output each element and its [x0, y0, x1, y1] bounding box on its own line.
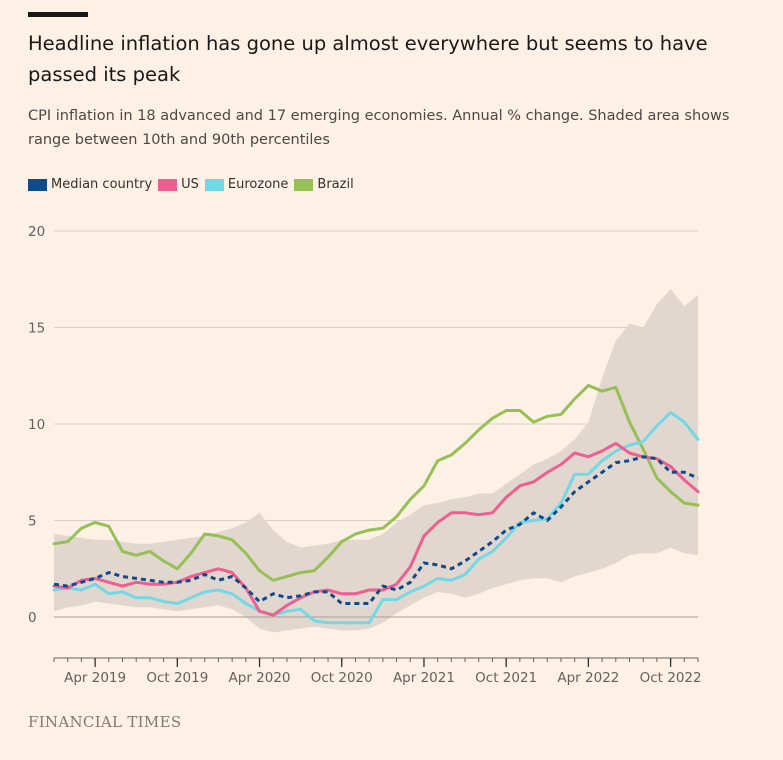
legend-label-us: US — [181, 177, 199, 192]
x-tick-label-2021-10: Oct 2021 — [475, 670, 537, 686]
legend-swatch-us — [158, 178, 178, 191]
y-tick-label-5: 5 — [28, 514, 37, 530]
percentile-band-area — [54, 288, 698, 633]
legend-item-us: US — [158, 177, 199, 192]
x-tick-label-2021-04: Apr 2021 — [393, 670, 455, 686]
y-tick-label-10: 10 — [28, 417, 45, 433]
y-tick-label-20: 20 — [28, 224, 45, 240]
x-tick-label-2022-04: Apr 2022 — [557, 670, 619, 686]
header-accent-bar — [28, 12, 88, 17]
legend-label-brazil: Brazil — [317, 177, 354, 192]
legend-label-median: Median country — [51, 177, 153, 192]
axis-layer: 0 5 10 15 20 Apr 2019 Oct 2019 Apr 2020 Oct 2020… — [28, 224, 702, 686]
series-line-eurozone — [52, 410, 700, 625]
x-tick-label-2020-04: Apr 2020 — [229, 670, 291, 686]
y-tick-label-0: 0 — [28, 610, 37, 626]
legend-item-eurozone: Eurozone — [204, 177, 289, 192]
legend-label-eurozone: Eurozone — [227, 177, 289, 192]
series-line-brazil — [52, 383, 700, 582]
series-layer — [52, 383, 700, 625]
series-line-us — [52, 441, 700, 617]
legend-swatch-eurozone — [204, 178, 224, 191]
x-tick-label-2019-04: Apr 2019 — [64, 670, 126, 686]
chart-subtitle: CPI inflation in 18 advanced and 17 emer… — [28, 108, 730, 148]
legend-swatch-median — [28, 178, 47, 191]
series-line-median — [53, 455, 699, 605]
chart-legend: Median country US Eurozone Brazil — [28, 177, 360, 192]
x-tick-label-2020-10: Oct 2020 — [311, 670, 373, 686]
percentile-band-layer — [54, 288, 698, 633]
y-tick-label-15: 15 — [28, 321, 45, 337]
legend-item-brazil: Brazil — [294, 177, 354, 192]
legend-item-median: Median country — [28, 177, 152, 192]
x-tick-label-2022-10: Oct 2022 — [640, 670, 702, 686]
legend-swatch-brazil — [294, 178, 314, 191]
chart-title: Headline inflation has gone up almost ev… — [28, 32, 708, 86]
source-credit: FINANCIAL TIMES — [28, 713, 182, 731]
x-tick-label-2019-10: Oct 2019 — [146, 670, 208, 686]
inflation-line-chart: 0 5 10 15 20 Apr 2019 Oct 2019 Apr 2020 Oct 2020… — [28, 224, 702, 686]
